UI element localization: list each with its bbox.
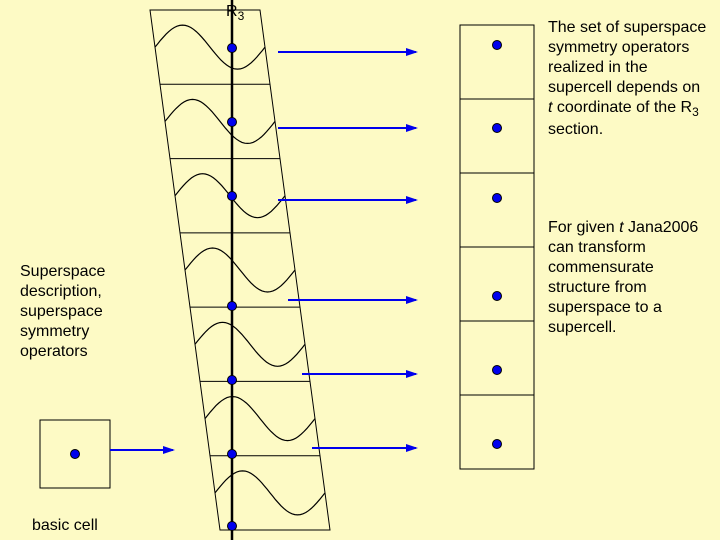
basic-cell-box bbox=[40, 420, 110, 488]
right-paragraph-1: The set of superspace symmetry operators… bbox=[548, 18, 708, 140]
basic-cell-label: basic cell bbox=[32, 516, 142, 536]
r3-label: R3 bbox=[226, 2, 266, 24]
right-paragraph-2: For given t Jana2006 can transform comme… bbox=[548, 218, 708, 338]
supercell-column bbox=[460, 25, 534, 469]
arrows bbox=[110, 48, 418, 454]
left-caption: Superspace description, superspace symme… bbox=[20, 262, 130, 362]
modulation-waves bbox=[155, 25, 325, 515]
